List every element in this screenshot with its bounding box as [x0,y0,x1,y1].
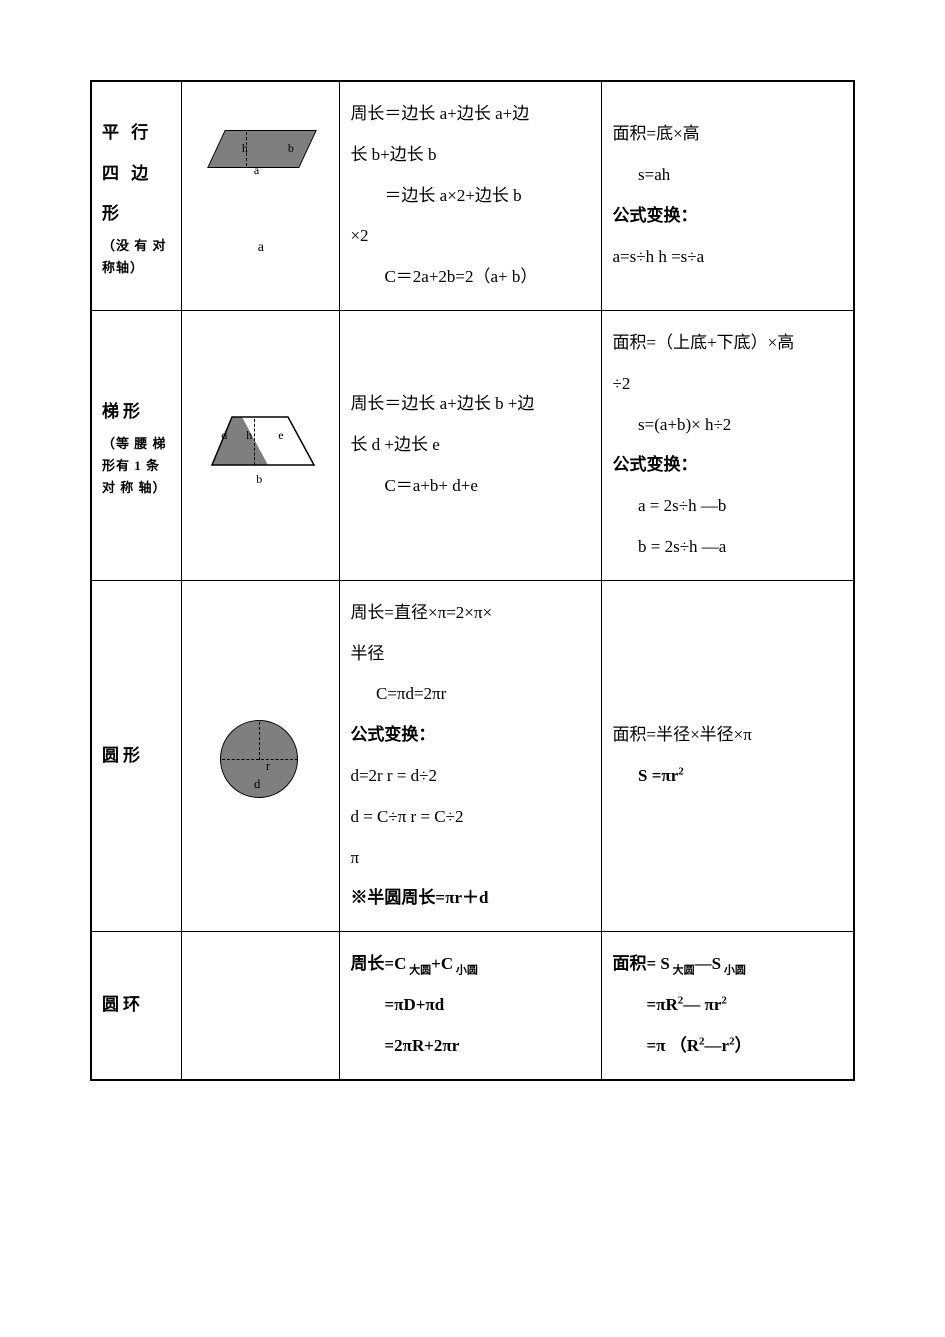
subscript: 小圆 [721,965,746,977]
perimeter-cell: 周长=C 大圆+C 小圆 =πD+πd =2πR+2πr [340,932,602,1080]
area-cell: 面积=半径×半径×π S =πr2 [602,580,854,931]
label-a-inner: a [254,156,259,185]
table-row: 梯形 （等 腰 梯形有 1 条 对 称 轴） d h e b 周长＝边长 a+边… [91,310,854,580]
diagram-cell: h b a a [182,81,340,310]
shape-name-cell: 圆形 [91,580,182,931]
shape-title: 梯形 [102,392,171,433]
formula-line: 周长=C 大圆+C 小圆 [350,944,591,985]
shape-name-cell: 圆环 [91,932,182,1080]
formula-line: ÷2 [612,364,843,405]
formula-line: 长 d +边长 e [350,425,591,466]
area-cell: 面积= S 大圆—S 小圆 =πR2— πr2 =π （R2—r2） [602,932,854,1080]
label-h: h [242,134,248,163]
circle-diagram: r d [206,716,316,806]
label-d: d [221,421,227,450]
shape-title: 圆形 [102,736,171,777]
formula-text: 周长=C [350,954,406,973]
superscript: 2 [678,765,684,777]
formula-line: 面积=半径×半径×π [612,715,843,756]
shape-name-cell: 平 行 四 边 形 （没 有 对称轴） [91,81,182,310]
formula-text: 面积= S [612,954,669,973]
parallelogram-diagram: h b a [206,128,316,183]
table-row: 平 行 四 边 形 （没 有 对称轴） h b a a 周长＝边长 a+边长 a… [91,81,854,310]
subscript: 大圆 [670,965,695,977]
formula-heading: 公式变换： [612,196,843,237]
formula-line: b = 2s÷h —a [612,527,843,568]
superscript: 2 [721,994,727,1006]
formula-line: 面积= S 大圆—S 小圆 [612,944,843,985]
shape-title: 平 行 四 边 形 [102,113,171,235]
formula-text: =πR [646,995,677,1014]
radius-dash [259,722,260,760]
formula-line: C＝2a+2b=2（a+ b） [350,257,591,298]
formula-line: 周长＝边长 a+边长 b +边 [350,384,591,425]
formula-line: ＝边长 a×2+边长 b [350,176,591,217]
formula-text: +C [431,954,453,973]
formula-line: 周长＝边长 a+边长 a+边 [350,94,591,135]
formula-line: s=(a+b)× h÷2 [612,405,843,446]
subscript: 大圆 [406,965,431,977]
formula-text: ） [735,1036,752,1055]
shape-name-cell: 梯形 （等 腰 梯形有 1 条 对 称 轴） [91,310,182,580]
formula-text: — πr [683,995,721,1014]
area-cell: 面积=（上底+下底）×高 ÷2 s=(a+b)× h÷2 公式变换： a = 2… [602,310,854,580]
formula-line: =πR2— πr2 [612,985,843,1026]
formula-line: ×2 [350,216,591,257]
formula-text: —r [705,1036,730,1055]
diagram-cell: r d [182,580,340,931]
formula-line: =π （R2—r2） [612,1026,843,1067]
formula-heading: 公式变换： [350,715,591,756]
formula-line: C=πd=2πr [350,674,591,715]
label-d: d [254,768,261,799]
shape-subtitle: （等 腰 梯形有 1 条 对 称 轴） [102,433,171,499]
perimeter-cell: 周长＝边长 a+边长 a+边 长 b+边长 b ＝边长 a×2+边长 b ×2 … [340,81,602,310]
trapezoid-diagram: d h e b [198,413,328,478]
label-b: b [256,465,262,494]
formula-line: ※半圆周长=πr＋d [350,878,591,919]
perimeter-cell: 周长=直径×π=2×π× 半径 C=πd=2πr 公式变换： d=2r r = … [340,580,602,931]
formula-line: d=2r r = d÷2 [350,756,591,797]
table-row: 圆环 周长=C 大圆+C 小圆 =πD+πd =2πR+2πr 面积= S 大圆… [91,932,854,1080]
formula-line: a=s÷h h =s÷a [612,237,843,278]
formula-line: s=ah [612,155,843,196]
formula-line: 面积=（上底+下底）×高 [612,323,843,364]
formula-text: =π （R [646,1036,699,1055]
shape-subtitle: （没 有 对称轴） [102,235,171,279]
formula-line: =2πR+2πr [350,1026,591,1067]
trapezoid-outline-icon [198,413,318,473]
formula-line: d = C÷π r = C÷2 [350,797,591,838]
formula-line: a = 2s÷h —b [612,486,843,527]
formula-line: 半径 [350,634,591,675]
area-cell: 面积=底×高 s=ah 公式变换： a=s÷h h =s÷a [602,81,854,310]
diagram-cell [182,932,340,1080]
diagram-cell: d h e b [182,310,340,580]
formula-text: S =πr [638,766,678,785]
label-b: b [288,134,294,163]
perimeter-cell: 周长＝边长 a+边长 b +边 长 d +边长 e C＝a+b+ d+e [340,310,602,580]
formula-table: 平 行 四 边 形 （没 有 对称轴） h b a a 周长＝边长 a+边长 a… [90,80,855,1081]
formula-line: 面积=底×高 [612,114,843,155]
label-h: h [246,421,252,450]
diameter-dash [222,759,298,760]
parallelogram-shape [207,130,317,168]
formula-heading: 公式变换： [612,445,843,486]
label-e: e [278,421,283,450]
formula-line: 周长=直径×π=2×π× [350,593,591,634]
label-a-below: a [192,231,329,265]
subscript: 小圆 [453,965,478,977]
shape-title: 圆环 [102,985,171,1026]
height-dash [254,419,255,465]
formula-line: π [350,838,591,879]
formula-line: C＝a+b+ d+e [350,466,591,507]
formula-text: —S [695,954,721,973]
table-row: 圆形 r d 周长=直径×π=2×π× 半径 C=πd=2πr 公式变换： d=… [91,580,854,931]
formula-line: =πD+πd [350,985,591,1026]
label-r: r [266,750,270,781]
formula-line: S =πr2 [612,756,843,797]
formula-line: 长 b+边长 b [350,135,591,176]
